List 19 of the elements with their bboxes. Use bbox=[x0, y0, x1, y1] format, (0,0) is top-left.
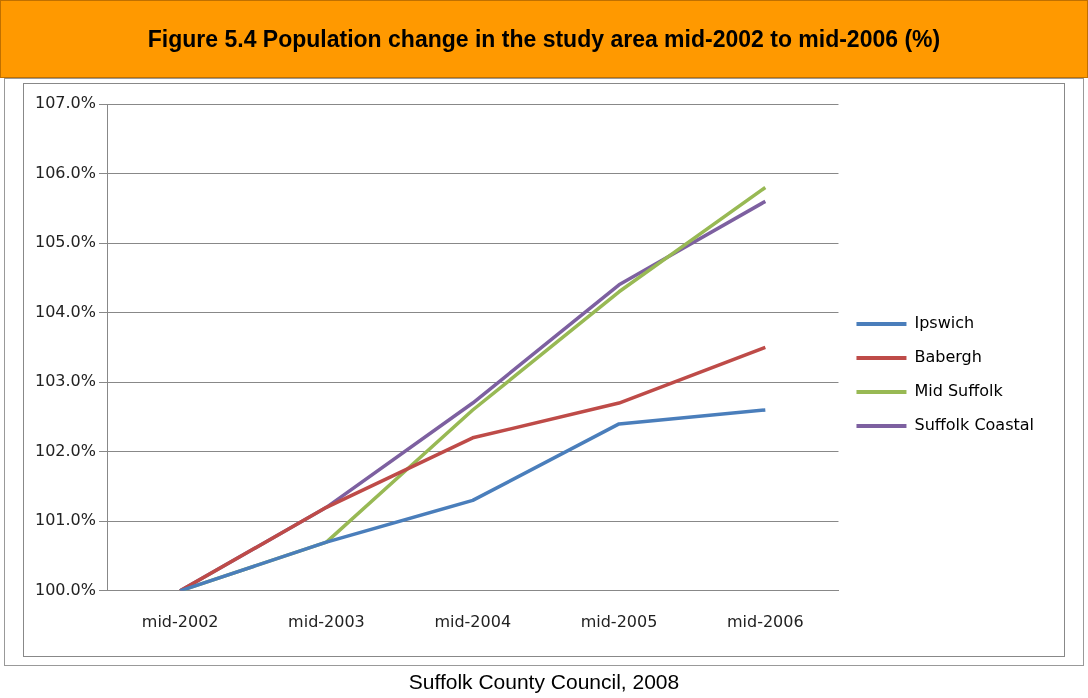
x-tick-label: mid-2006 bbox=[726, 611, 804, 631]
y-tick-label: 102.0% bbox=[34, 440, 97, 460]
x-tick-label: mid-2002 bbox=[141, 611, 219, 631]
legend-label: Ipswich bbox=[914, 313, 975, 333]
x-tick-label: mid-2003 bbox=[288, 611, 365, 631]
legend-label: Babergh bbox=[914, 347, 982, 367]
y-tick-label: 100.0% bbox=[34, 579, 97, 599]
y-tick-label: 101.0% bbox=[34, 510, 97, 530]
legend-label: Suffolk Coastal bbox=[914, 415, 1034, 435]
y-tick-label: 105.0% bbox=[34, 232, 97, 252]
y-tick-label: 106.0% bbox=[34, 162, 97, 182]
chart-title: Figure 5.4 Population change in the study area mid-2002 to mid-2006 (%) bbox=[147, 25, 941, 53]
y-tick-label: 103.0% bbox=[34, 371, 97, 391]
x-tick-label: mid-2004 bbox=[434, 611, 512, 631]
y-tick-label: 104.0% bbox=[34, 301, 97, 321]
legend-label: Mid Suffolk bbox=[914, 381, 1004, 401]
x-tick-label: mid-2005 bbox=[580, 611, 658, 631]
y-tick-label: 107.0% bbox=[34, 93, 97, 113]
text: Suffolk County Council, 2008 bbox=[407, 670, 681, 694]
